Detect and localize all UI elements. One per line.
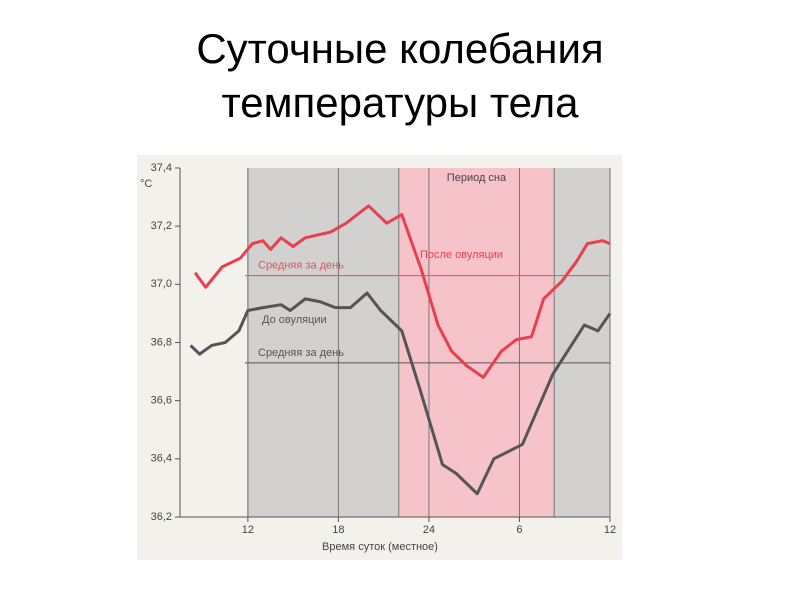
reference-label: Средняя за день [258,347,344,359]
y-tick-label: 36,8 [151,336,172,348]
region-label: Период сна [447,172,507,184]
region [554,168,610,517]
y-tick-label: 37,0 [151,278,172,290]
x-tick-label: 24 [423,524,435,536]
y-tick-label: 36,4 [151,453,172,465]
series-label: До овуляции [262,314,327,326]
x-tick-label: 6 [516,524,522,536]
series-line [193,204,611,379]
x-tick-label: 18 [332,524,344,536]
y-tick-label: 36,6 [151,395,172,407]
y-tick-label: 37,2 [151,220,172,232]
x-axis-label: Время суток (местное) [322,541,438,553]
region [398,168,555,517]
y-unit: °C [140,178,152,190]
series-label: После овуляции [420,249,503,261]
reference-label: Средняя за день [258,260,344,272]
region [247,168,399,517]
y-tick-label: 37,4 [151,162,172,174]
y-tick-label: 36,2 [151,511,172,523]
x-tick-label: 12 [604,524,616,536]
chart-title: Суточные колебания температуры тела [196,25,604,126]
x-tick-label: 12 [242,524,254,536]
series-line [189,291,612,496]
